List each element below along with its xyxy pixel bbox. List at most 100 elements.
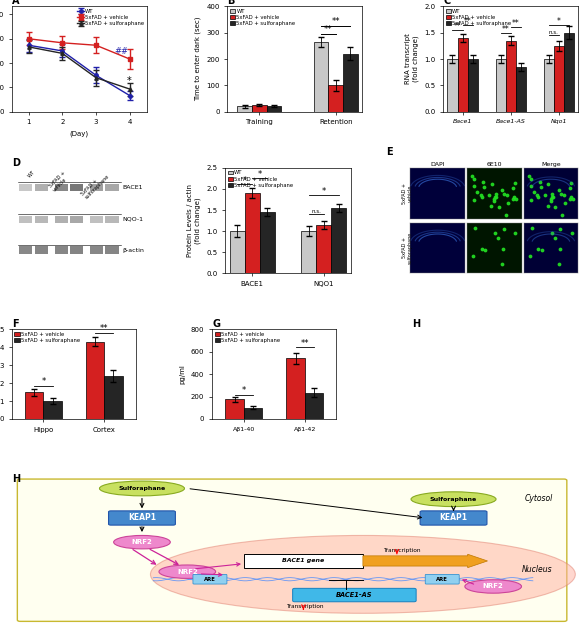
Legend: WT, 5xFAD + vehicle, 5xFAD + sulforaphane: WT, 5xFAD + vehicle, 5xFAD + sulforaphan… [230, 9, 296, 26]
Text: *: * [242, 386, 246, 396]
Legend: WT, 5xFAD + vehicle, 5xFAD + sulforaphane: WT, 5xFAD + vehicle, 5xFAD + sulforaphan… [228, 170, 293, 187]
Text: WT: WT [27, 170, 36, 179]
Text: *: * [557, 17, 561, 26]
Text: KEAP1: KEAP1 [440, 513, 468, 523]
Bar [34, 216, 48, 223]
Bar [86, 342, 105, 419]
Bar [544, 59, 554, 112]
Bar [34, 184, 48, 191]
Bar [457, 38, 468, 112]
Bar [19, 246, 33, 254]
Text: ARE: ARE [204, 577, 216, 582]
Y-axis label: Time to enter dark (sec): Time to enter dark (sec) [194, 17, 201, 101]
Bar [70, 184, 83, 191]
Bar [554, 46, 564, 112]
Bar [25, 392, 43, 419]
Bar [70, 246, 83, 254]
Ellipse shape [151, 535, 575, 613]
Bar [468, 59, 478, 112]
Text: NRF2: NRF2 [131, 539, 152, 545]
FancyBboxPatch shape [293, 588, 416, 602]
Bar [106, 184, 119, 191]
FancyArrow shape [363, 554, 488, 567]
Text: Transcription: Transcription [383, 548, 420, 554]
Text: n.s.: n.s. [311, 209, 321, 214]
Bar [90, 246, 103, 254]
Text: **: ** [300, 338, 309, 348]
Bar [506, 41, 516, 112]
Text: C: C [443, 0, 450, 6]
Text: Sulforaphane: Sulforaphane [119, 486, 166, 491]
Bar [34, 246, 48, 254]
Text: G: G [212, 320, 220, 330]
Text: A: A [12, 0, 19, 6]
Bar [447, 59, 457, 112]
Text: **: ** [454, 22, 461, 31]
FancyBboxPatch shape [18, 479, 567, 621]
Bar [106, 216, 119, 223]
Text: 5xFAD +
vehicle: 5xFAD + vehicle [48, 170, 70, 192]
Ellipse shape [159, 565, 215, 579]
Bar [516, 67, 526, 112]
Y-axis label: 5xFAD +
vehicle: 5xFAD + vehicle [402, 182, 413, 204]
Text: E: E [386, 147, 392, 157]
FancyBboxPatch shape [193, 574, 227, 584]
Bar [331, 208, 346, 273]
Ellipse shape [99, 481, 185, 496]
Bar [252, 105, 267, 112]
Bar [70, 216, 83, 223]
Ellipse shape [411, 492, 496, 506]
Bar [105, 376, 123, 419]
Text: BACE1: BACE1 [123, 185, 143, 190]
Bar [230, 231, 245, 273]
Text: D: D [12, 158, 20, 168]
Point [552, 18, 561, 28]
Bar [19, 216, 33, 223]
Text: **: ** [324, 25, 333, 34]
Text: Transcription: Transcription [286, 604, 324, 609]
Text: Cytosol: Cytosol [524, 494, 552, 503]
Text: *: * [242, 175, 247, 184]
Legend: 5xFAD + vehicle, 5xFAD + sulforaphane: 5xFAD + vehicle, 5xFAD + sulforaphane [15, 332, 80, 343]
Text: 5xFAD +
sulforaphane: 5xFAD + sulforaphane [80, 170, 110, 201]
Bar [328, 86, 343, 112]
Text: **: ** [464, 17, 471, 26]
Bar [564, 33, 574, 112]
Text: **: ** [100, 325, 109, 333]
Text: H: H [12, 474, 20, 484]
Text: NRF2: NRF2 [177, 569, 197, 575]
Legend: WT, 5xFAD + vehicle, 5xFAD + sulforaphane: WT, 5xFAD + vehicle, 5xFAD + sulforaphan… [78, 9, 144, 26]
FancyBboxPatch shape [244, 554, 363, 567]
Bar [43, 401, 62, 419]
Bar [55, 216, 68, 223]
Text: **: ** [332, 17, 340, 26]
Text: BACE1-AS: BACE1-AS [336, 592, 373, 598]
Text: NRF2: NRF2 [483, 584, 503, 589]
Ellipse shape [465, 580, 522, 593]
Text: **: ** [502, 25, 510, 33]
Text: ARE: ARE [436, 577, 448, 582]
Bar [238, 106, 252, 112]
Bar [301, 231, 316, 273]
Bar [286, 359, 305, 419]
Title: 6E10: 6E10 [486, 162, 502, 167]
Text: NQO-1: NQO-1 [123, 217, 143, 222]
Bar [245, 193, 260, 273]
Text: n.s.: n.s. [549, 30, 559, 35]
Legend: 5xFAD + vehicle, 5xFAD + sulforaphane: 5xFAD + vehicle, 5xFAD + sulforaphane [215, 332, 280, 343]
Bar [19, 184, 33, 191]
FancyBboxPatch shape [109, 511, 175, 525]
Bar [343, 53, 358, 112]
Text: BACE1 gene: BACE1 gene [282, 559, 325, 564]
FancyBboxPatch shape [420, 511, 487, 525]
Y-axis label: Protein Levels / actin
(fold change): Protein Levels / actin (fold change) [187, 184, 200, 257]
Text: *: * [41, 377, 46, 386]
Bar [244, 408, 262, 419]
Legend: WT, 5xFAD + vehicle, 5xFAD + sulforaphane: WT, 5xFAD + vehicle, 5xFAD + sulforaphan… [446, 9, 512, 26]
Text: KEAP1: KEAP1 [128, 513, 156, 523]
Text: β-actin: β-actin [123, 248, 144, 253]
Point [547, 90, 556, 100]
Ellipse shape [114, 535, 171, 549]
Bar [55, 246, 68, 254]
FancyBboxPatch shape [425, 574, 459, 584]
